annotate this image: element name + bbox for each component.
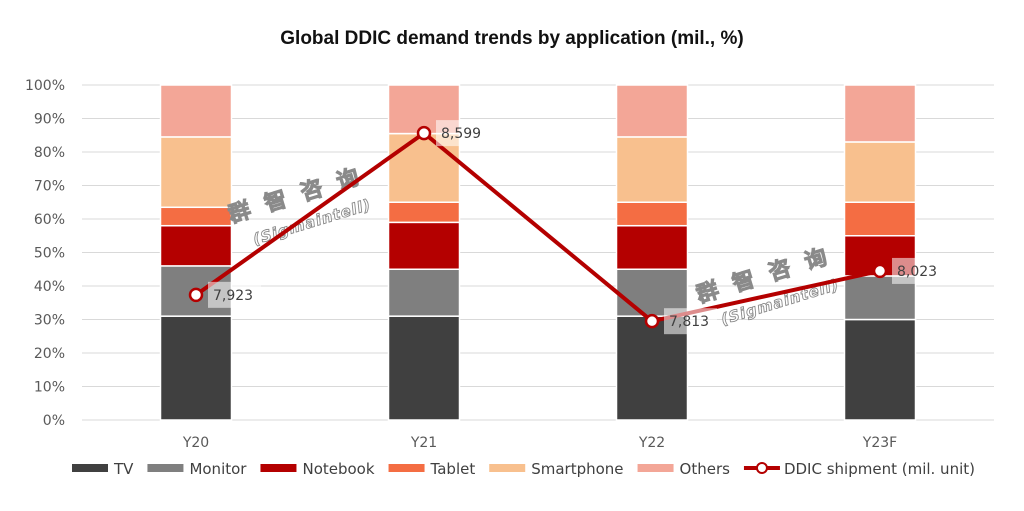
legend-swatch	[147, 464, 184, 472]
bar-segment-others	[843, 84, 917, 143]
data-label-background	[892, 257, 945, 284]
legend-label: TV	[113, 460, 134, 478]
bar-segment-notebook	[387, 221, 461, 271]
bar-segment-tablet	[387, 201, 461, 224]
bar-segment-smartphone	[843, 141, 917, 203]
y-tick-label: 40%	[34, 279, 65, 295]
bar-segment-tv	[387, 315, 461, 421]
bar-segment-tv	[843, 318, 917, 421]
y-tick-label: 0%	[43, 413, 65, 429]
legend-swatch	[260, 464, 297, 472]
legend-swatch	[388, 464, 425, 472]
legend-swatch	[637, 464, 674, 472]
bar-stack-y20	[159, 84, 233, 421]
data-label-background	[664, 308, 717, 335]
watermarks: 群 智 咨 询(Sigmaintell)群 智 咨 询(Sigmaintell)	[225, 162, 842, 329]
watermark: 群 智 咨 询(Sigmaintell)	[225, 162, 374, 249]
x-tick-label: Y20	[182, 435, 209, 451]
data-label: 7,813	[669, 314, 709, 330]
legend-label: DDIC shipment (mil. unit)	[784, 460, 975, 478]
bar-segment-smartphone	[615, 136, 689, 203]
y-tick-label: 70%	[34, 179, 65, 195]
shipment-marker	[644, 313, 660, 329]
y-tick-label: 80%	[34, 145, 65, 161]
data-label: 8,599	[441, 126, 481, 142]
legend: TV Monitor Notebook Tablet Smartphone Others D…	[72, 460, 975, 478]
gridlines	[82, 84, 994, 421]
bar-segment-notebook	[159, 224, 233, 267]
shipment-line-path	[194, 131, 881, 324]
x-tick-label: Y22	[638, 435, 665, 451]
legend-item-notebook: Notebook	[260, 460, 375, 478]
x-tick-label: Y23F	[862, 435, 897, 451]
y-tick-label: 20%	[34, 346, 65, 362]
data-label: 8,023	[897, 264, 937, 280]
y-tick-label: 60%	[34, 212, 65, 228]
legend-swatch	[72, 464, 108, 472]
y-tick-label: 90%	[34, 112, 65, 128]
shipment-marker	[872, 263, 888, 279]
bars	[159, 84, 917, 421]
bar-segment-tablet	[159, 206, 233, 227]
y-tick-label: 100%	[25, 78, 65, 94]
data-label-background	[436, 120, 489, 147]
legend-label: Smartphone	[531, 460, 623, 478]
legend-label: Monitor	[189, 460, 247, 478]
legend-marker	[755, 462, 768, 474]
y-axis: 0% 10% 20% 30% 40% 50% 60% 70% 80% 90% 100%	[25, 78, 65, 429]
bar-segment-others	[615, 84, 689, 138]
legend-item-monitor: Monitor	[147, 460, 247, 478]
bar-segment-smartphone	[159, 136, 233, 209]
legend-item-smartphone: Smartphone	[489, 460, 624, 478]
y-tick-label: 30%	[34, 313, 65, 329]
shipment-marker	[188, 287, 204, 303]
legend-label: Tablet	[430, 460, 476, 478]
bar-segment-tablet	[843, 201, 917, 237]
legend-item-others: Others	[637, 460, 731, 478]
shipment-marker	[416, 125, 432, 141]
bar-segment-tablet	[615, 201, 689, 227]
legend-swatch	[489, 464, 526, 472]
bar-stack-y23f	[843, 84, 917, 421]
x-tick-label: Y21	[410, 435, 437, 451]
data-label-background	[208, 281, 261, 308]
legend-label: Others	[680, 460, 731, 478]
legend-item-ddic-shipment: DDIC shipment (mil. unit)	[743, 460, 975, 478]
y-tick-label: 10%	[34, 380, 65, 396]
bar-stack-y22	[615, 84, 689, 421]
shipment-line: 7,923 8,599 7,813 8,023	[188, 120, 945, 335]
bar-segment-monitor	[615, 268, 689, 317]
bar-segment-monitor	[387, 268, 461, 317]
x-axis: Y20 Y21 Y22 Y23F	[182, 435, 897, 451]
legend-item-tablet: Tablet	[388, 460, 476, 478]
legend-item-tv: TV	[72, 460, 134, 478]
y-tick-label: 50%	[34, 246, 65, 262]
bar-segment-notebook	[615, 224, 689, 270]
legend-label: Notebook	[302, 460, 374, 478]
data-label: 7,923	[213, 288, 253, 304]
bar-segment-tv	[159, 315, 233, 421]
chart-title: Global DDIC demand trends by application…	[280, 28, 743, 49]
bar-segment-others	[159, 84, 233, 138]
